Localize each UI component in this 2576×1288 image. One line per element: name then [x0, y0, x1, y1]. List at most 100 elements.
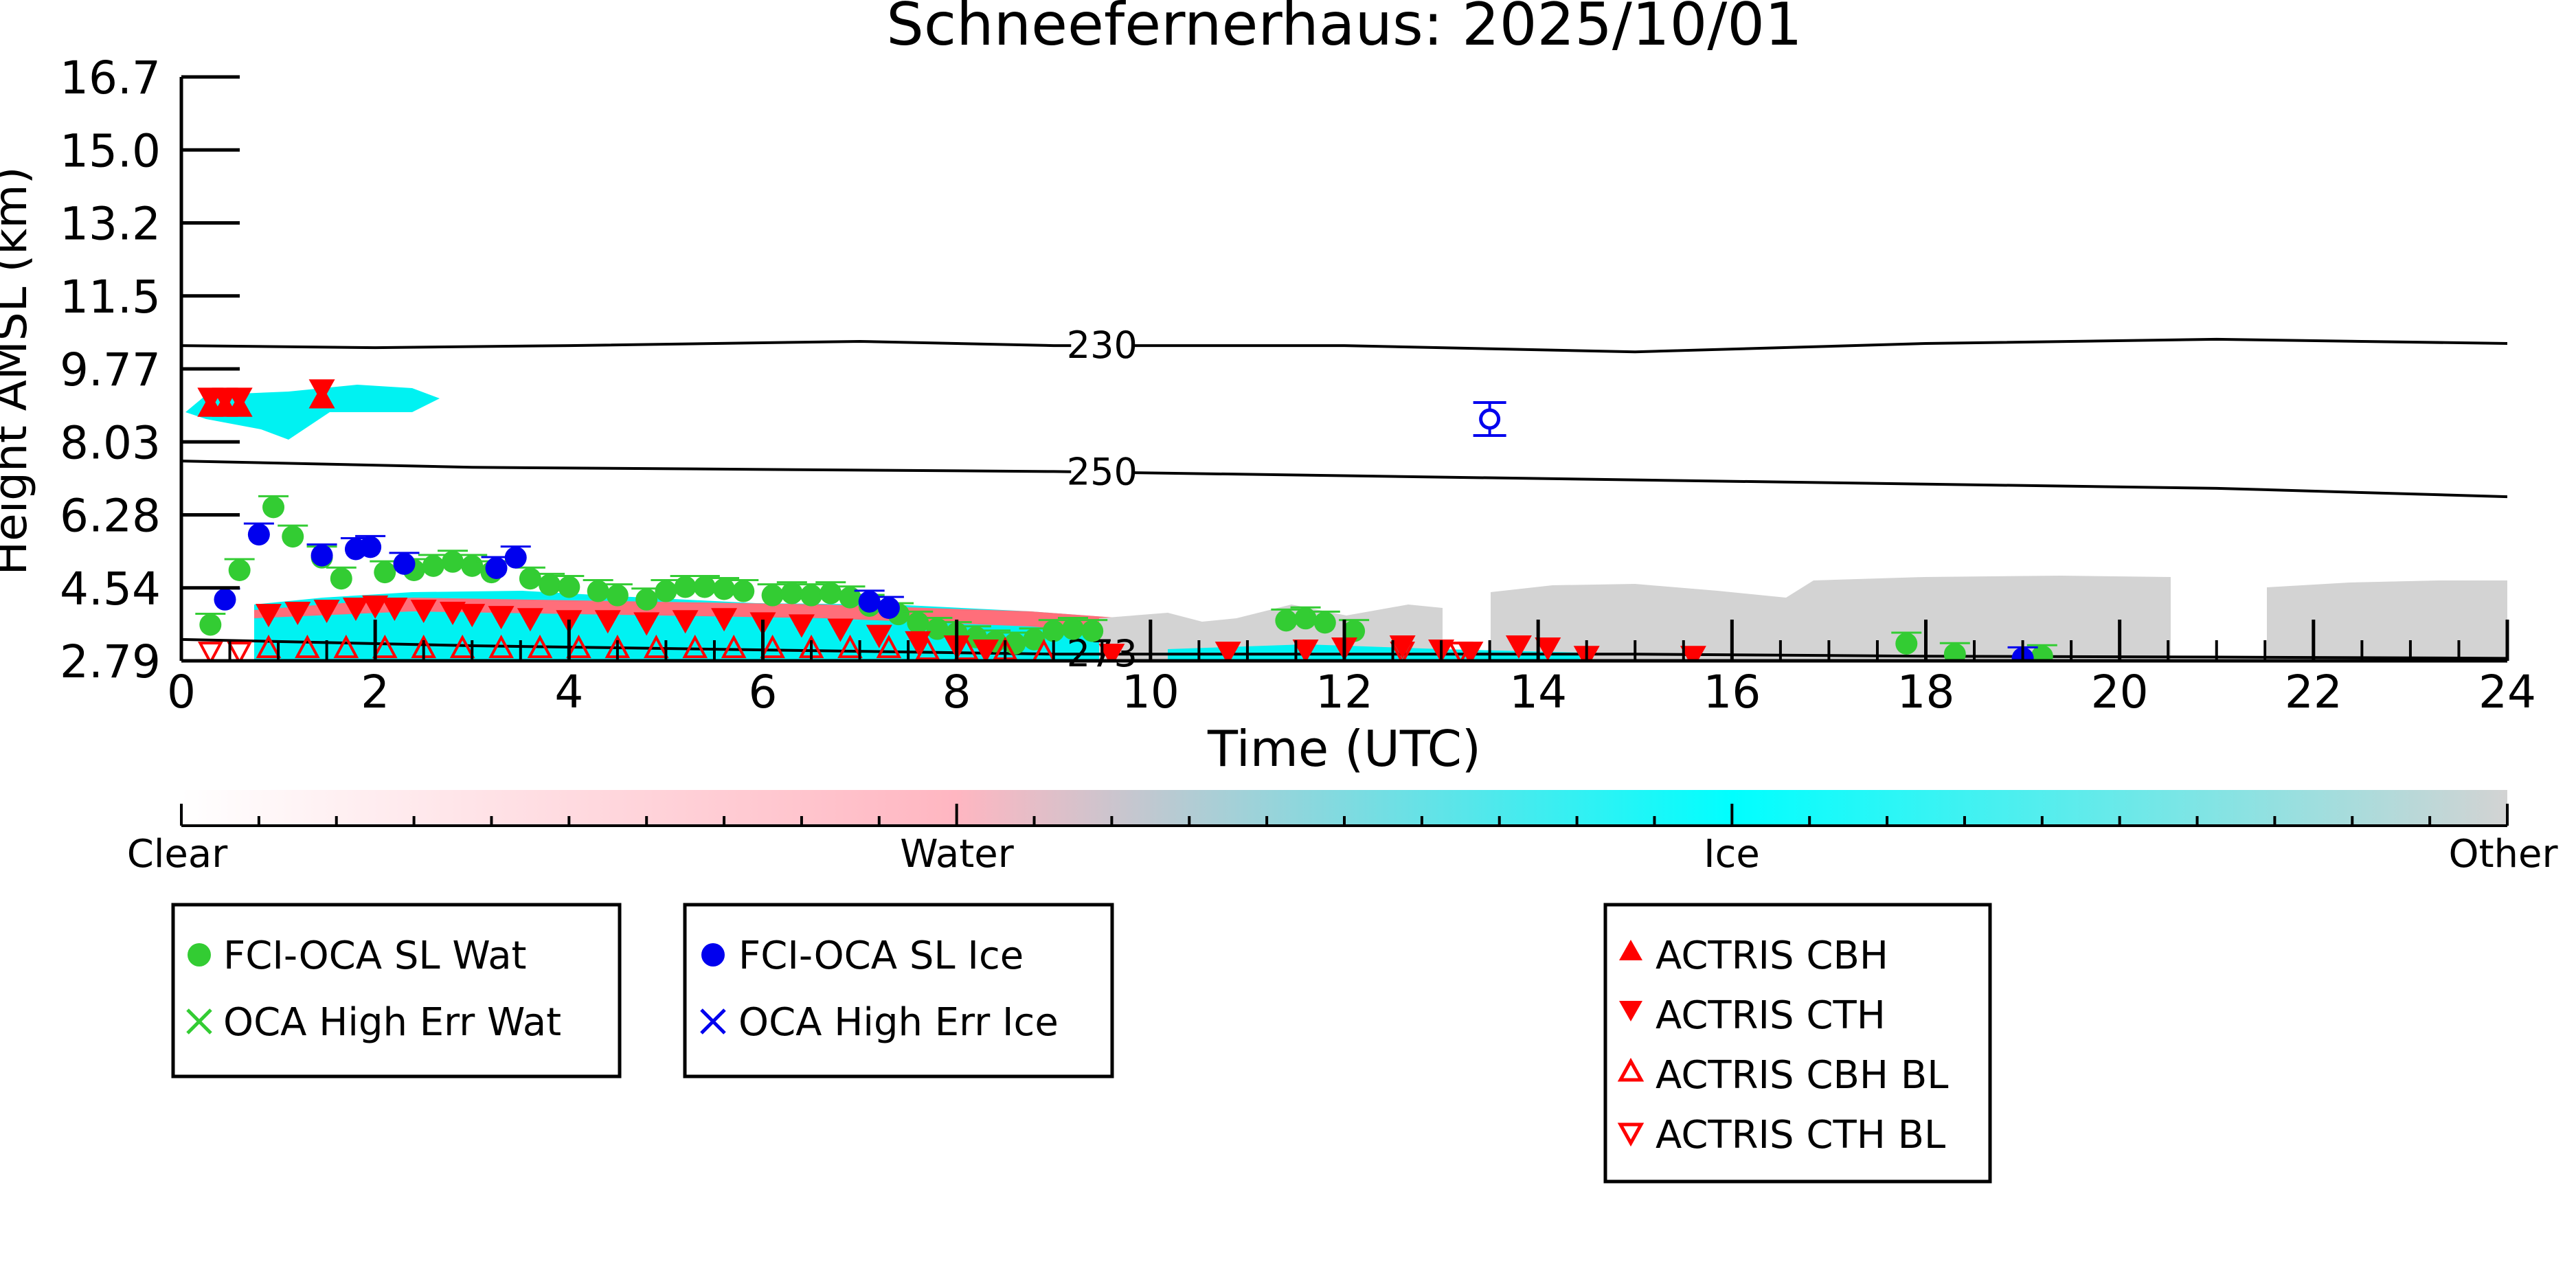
actris-cth-point — [313, 600, 340, 624]
actris-cth-point — [488, 606, 515, 630]
y-tick-label: 16.7 — [60, 52, 161, 104]
x-axis-label: Time (UTC) — [1207, 720, 1481, 778]
x-tick-label: 14 — [1509, 666, 1567, 719]
fci-oca-sl-ice-point — [1479, 408, 1501, 430]
x-tick-label: 24 — [2478, 666, 2536, 719]
fci-oca-sl-wat-point — [655, 580, 677, 602]
fci-oca-sl-wat-point — [1895, 632, 1918, 655]
x-tick-label: 16 — [1703, 666, 1761, 719]
fci-oca-sl-wat-point — [820, 582, 842, 605]
x-tick-label: 20 — [2091, 666, 2149, 719]
fci-oca-sl-wat-point — [761, 584, 784, 607]
fci-oca-sl-ice-point — [359, 536, 382, 558]
fci-oca-sl-wat-point — [374, 561, 396, 584]
actris-cth-point — [459, 604, 486, 628]
actris-cth-point — [342, 597, 369, 621]
fci-oca-sl-wat-point — [1943, 643, 1966, 661]
fci-oca-sl-wat-point — [558, 576, 580, 598]
actris-cth-point — [972, 640, 999, 661]
fci-oca-sl-wat-point — [422, 554, 444, 577]
legend-fci-wat-marker — [188, 943, 211, 967]
legend-oca-wat-label: OCA High Err Wat — [223, 1000, 561, 1045]
legend-fci-ice-label: FCI-OCA SL Ice — [738, 934, 1024, 978]
actris-cth-point — [905, 631, 931, 655]
fci-oca-sl-wat-point — [330, 567, 352, 590]
legend-cbh-marker — [1619, 940, 1642, 960]
actris-cbh-bl-point — [566, 634, 591, 659]
fci-oca-sl-wat-point — [1343, 620, 1366, 642]
x-tick-label: 12 — [1315, 666, 1373, 719]
isotherm-label-230: 230 — [1067, 324, 1138, 367]
actris-cth-point — [827, 618, 854, 642]
actris-cbh-bl-point — [256, 634, 282, 659]
ice-cloud-region-mid — [1168, 644, 1580, 661]
isotherm-labels: 230250273 — [1067, 324, 1138, 675]
legend-cbh-bl-label: ACTRIS CBH BL — [1656, 1053, 1948, 1098]
actris-cth-bl-point — [227, 642, 252, 661]
actris-cth-bl-point — [1390, 642, 1415, 661]
actris-cth-point — [633, 612, 660, 636]
legend-actris: ACTRIS CBH ACTRIS CTH ACTRIS CBH BL ACTR… — [1603, 903, 1992, 1184]
legend-water-box — [171, 903, 622, 1078]
isotherm-230 — [181, 337, 2507, 354]
isotherm-250 — [181, 460, 2507, 499]
actris-cbh-bl-point — [721, 634, 747, 659]
y-ticks: 2.79 4.54 6.28 8.03 9.77 11.5 13.2 15.0 16.7 — [60, 52, 240, 688]
actris-cbh-bl-point — [449, 634, 475, 659]
x-ticks: 0 2 4 6 8 10 12 14 16 18 20 22 24 — [167, 620, 2536, 719]
y-tick-label: 11.5 — [60, 271, 161, 324]
legend-cth-marker — [1619, 1001, 1642, 1021]
legend-actris-box — [1603, 903, 1992, 1184]
colorbar-label-clear: Clear — [127, 832, 228, 877]
actris-cth-bl-point — [1447, 642, 1473, 661]
legend-ice: FCI-OCA SL Ice OCA High Err Ice — [683, 903, 1114, 1078]
fci-oca-sl-wat-point — [461, 554, 484, 577]
legend-fci-ice-marker — [701, 943, 725, 967]
actris-cth-point — [362, 595, 389, 619]
y-tick-label: 13.2 — [60, 198, 161, 251]
actris-cth-point — [410, 600, 437, 624]
actris-cth-point — [1505, 635, 1532, 659]
fci-oca-sl-wat-point — [1313, 611, 1336, 634]
legend-oca-ice-marker — [700, 1008, 726, 1035]
actris-cth-point — [226, 387, 253, 411]
fci-oca-sl-wat-point — [442, 550, 464, 573]
x-tick-label: 10 — [1122, 666, 1179, 719]
fci-oca-sl-wat-point — [1081, 620, 1104, 642]
colorbar-ticks — [180, 804, 2509, 826]
actris-cth-point — [308, 379, 335, 403]
actris-cth-point — [255, 604, 282, 628]
fci-oca-sl-wat-point — [519, 567, 541, 590]
fci-oca-sl-wat-point — [262, 496, 285, 519]
actris-cth-point — [440, 602, 466, 626]
x-tick-label: 4 — [554, 666, 583, 719]
other-region-b — [1491, 576, 2171, 661]
fci-oca-sl-wat-point — [1061, 618, 1084, 640]
legend-ice-box — [683, 903, 1114, 1078]
legend-oca-ice-label: OCA High Err Ice — [738, 1000, 1059, 1045]
fci-oca-sl-wat-point — [713, 578, 736, 600]
fci-oca-sl-ice-point — [877, 597, 900, 620]
fci-oca-sl-ice-point — [214, 588, 236, 611]
actris-cth-point — [788, 614, 815, 638]
isotherm-label-bg — [1071, 328, 1133, 363]
y-tick-label: 6.28 — [60, 490, 161, 543]
fci-oca-sl-ice-point — [485, 556, 508, 579]
y-axis-label: Height AMSL (km) — [0, 167, 37, 576]
fci-oca-sl-wat-point — [1042, 620, 1065, 642]
fci-oca-sl-ice-point — [310, 544, 333, 567]
isotherm-label-250: 250 — [1067, 450, 1138, 493]
actris-cth-bl-point — [197, 642, 223, 661]
fci-oca-sl-wat-point — [635, 588, 658, 611]
actris-cbh-bl-point — [837, 634, 863, 659]
fci-oca-sl-wat-point — [282, 526, 304, 548]
ice-cloud-region-high — [185, 385, 440, 440]
actris-cbh-bl-point — [1032, 638, 1056, 661]
actris-cth-point — [594, 610, 621, 634]
actris-cbh-bl-point — [295, 634, 320, 659]
y-tick-label: 2.79 — [60, 635, 161, 688]
actris-cth-point — [1098, 644, 1125, 661]
actris-cbh-bl-point — [953, 636, 980, 661]
fci-oca-sl-wat-point — [907, 611, 929, 634]
